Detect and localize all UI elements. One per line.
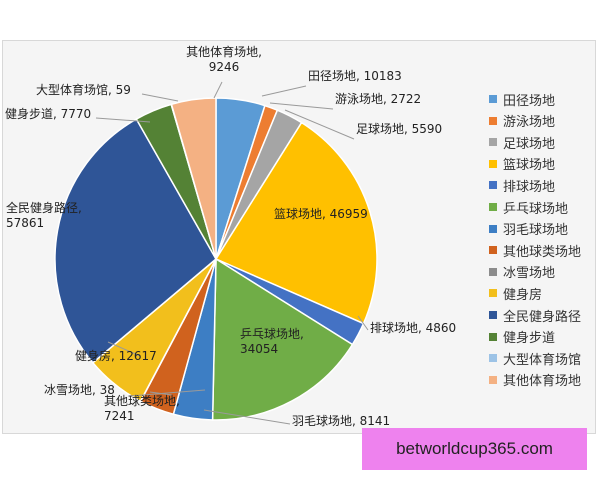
legend-swatch — [489, 181, 497, 190]
leader-line — [141, 93, 179, 102]
data-label-line: 足球场地, 5590 — [356, 122, 442, 136]
legend-item: 其他体育场地 — [489, 370, 581, 390]
data-label-line: 其他球类场地, — [104, 394, 180, 408]
pie-slice — [170, 97, 217, 260]
data-label-line: 羽毛球场地, 8141 — [292, 414, 390, 428]
legend-swatch — [489, 267, 497, 276]
leader-line — [95, 117, 151, 123]
data-label-line: 游泳场地, 2722 — [335, 92, 421, 106]
legend-item: 冰雪场地 — [489, 262, 555, 282]
legend-item: 田径场地 — [489, 89, 555, 109]
legend-label: 排球场地 — [503, 179, 556, 195]
legend-swatch — [489, 159, 497, 168]
data-label: 健身房, 12617 — [75, 348, 157, 363]
data-label-line: 7241 — [104, 409, 135, 423]
leader-line — [213, 81, 223, 99]
pie-slice — [211, 257, 354, 421]
legend-swatch — [489, 332, 497, 341]
legend-swatch — [489, 375, 497, 384]
data-label: 排球场地, 4860 — [370, 321, 456, 335]
legend-swatch — [489, 311, 497, 319]
legend-label: 篮球场地 — [503, 158, 556, 174]
data-label-line: 乒乓球场地, — [240, 327, 304, 341]
data-label: 大型体育场馆, 59 — [36, 82, 131, 97]
legend-swatch — [489, 203, 497, 211]
legend-item: 健身步道 — [489, 327, 555, 347]
legend-item: 全民健身路径 — [489, 305, 581, 325]
legend-swatch — [489, 138, 497, 147]
data-label-line: 57861 — [6, 216, 44, 230]
legend-label: 田径场地 — [503, 93, 556, 109]
legend-label: 其他体育场地 — [503, 374, 582, 390]
watermark-text: betworldcup365.com — [396, 439, 553, 458]
legend-item: 游泳场地 — [489, 111, 555, 131]
data-label: 足球场地, 5590 — [356, 122, 442, 136]
leader-line — [269, 102, 334, 110]
leader-line — [107, 341, 141, 357]
legend-swatch — [489, 116, 497, 125]
watermark-banner: betworldcup365.com — [362, 428, 587, 470]
data-label-line: 篮球场地, 46959 — [274, 206, 368, 221]
leader-line — [261, 85, 307, 97]
legend-label: 健身房 — [503, 287, 543, 303]
data-label-line: 其他体育场地, — [186, 44, 262, 59]
data-label: 其他球类场地, 7241 — [104, 394, 180, 423]
legend-label: 冰雪场地 — [503, 266, 556, 282]
legend-swatch — [489, 224, 497, 233]
data-label: 篮球场地, 46959 — [274, 206, 368, 221]
legend-label: 羽毛球场地 — [503, 223, 569, 239]
data-label: 羽毛球场地, 8141 — [292, 414, 390, 428]
data-label: 游泳场地, 2722 — [335, 92, 421, 106]
legend-swatch — [489, 354, 497, 363]
leader-line — [284, 109, 355, 140]
legend-item: 其他球类场地 — [489, 240, 581, 260]
data-label-line: 全民健身路径, — [6, 200, 82, 215]
data-label-line: 排球场地, 4860 — [370, 321, 456, 335]
legend-label: 足球场地 — [503, 136, 556, 152]
legend-item: 足球场地 — [489, 132, 555, 152]
leader-line — [203, 409, 291, 425]
data-label-line: 健身房, 12617 — [75, 348, 157, 363]
legend-label: 乒乓球场地 — [503, 201, 569, 217]
data-label: 其他体育场地, 9246 — [186, 44, 262, 74]
legend-item: 健身房 — [489, 283, 542, 303]
legend-item: 篮球场地 — [489, 154, 555, 174]
legend-item: 乒乓球场地 — [489, 197, 568, 217]
data-label-line: 田径场地, 10183 — [308, 69, 402, 83]
legend-label: 全民健身路径 — [503, 309, 582, 325]
data-label: 田径场地, 10183 — [308, 69, 402, 83]
legend-label: 游泳场地 — [503, 115, 556, 131]
legend-swatch — [489, 246, 497, 255]
legend-label: 健身步道 — [503, 331, 556, 347]
data-label-line: 9246 — [209, 60, 240, 74]
legend-item: 大型体育场馆 — [489, 348, 581, 368]
legend-label: 大型体育场馆 — [503, 352, 582, 368]
data-label-line: 34054 — [240, 342, 278, 356]
data-label-line: 冰雪场地, 38 — [44, 383, 115, 397]
data-label-line: 健身步道, 7770 — [5, 106, 91, 121]
legend-item: 排球场地 — [489, 175, 555, 195]
pie-slice — [214, 121, 378, 325]
data-label: 乒乓球场地, 34054 — [240, 327, 304, 356]
data-label: 健身步道, 7770 — [5, 106, 91, 121]
legend-swatch — [489, 289, 497, 298]
leader-line — [357, 315, 369, 331]
pie-slice — [54, 118, 217, 364]
data-label: 全民健身路径, 57861 — [6, 200, 82, 230]
legend-item: 羽毛球场地 — [489, 219, 568, 239]
legend-swatch — [489, 95, 497, 103]
data-label: 冰雪场地, 38 — [44, 383, 115, 397]
leader-line — [129, 389, 206, 397]
legend-label: 其他球类场地 — [503, 244, 582, 260]
data-label-line: 大型体育场馆, 59 — [36, 82, 131, 97]
